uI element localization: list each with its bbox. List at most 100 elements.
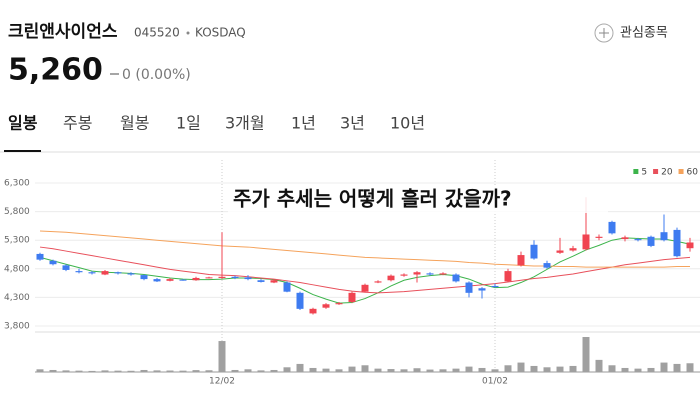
watch-icon [594, 23, 614, 43]
y-tick-label: 4,300 [4, 293, 30, 303]
candle-body [322, 304, 330, 308]
candle-body [309, 308, 317, 314]
volume-bar [140, 369, 148, 372]
candle-body [218, 276, 226, 278]
candle-body [452, 274, 460, 282]
ma-line [39, 237, 691, 304]
title-background [228, 185, 608, 213]
volume-bar [283, 367, 291, 372]
tab[interactable]: 3개월 [225, 114, 265, 133]
plus [599, 28, 609, 38]
candle-body [296, 292, 304, 309]
volume-bar [114, 370, 122, 372]
candle-body [426, 273, 434, 275]
candle-body [179, 279, 187, 281]
tab[interactable]: 일봉 [8, 114, 38, 133]
volume-bar [218, 341, 226, 372]
volume-bar [530, 365, 538, 372]
candle-body [491, 285, 499, 288]
volume-bar [517, 362, 525, 372]
candle-body [465, 282, 473, 293]
watch-button[interactable]: 관심종목 [594, 23, 668, 43]
legend-label: 5 [641, 168, 647, 178]
candle-body [608, 221, 616, 234]
ma-line [39, 230, 690, 268]
volume-bar [127, 370, 135, 372]
volume-bar [491, 369, 499, 372]
tab[interactable]: 1년 [291, 114, 316, 133]
volume-bar [478, 367, 486, 372]
tabs: 일봉 주봉 월봉 1일 3개월 1년 3년 10년 [8, 114, 425, 133]
candle-body [140, 275, 148, 280]
y-tick-label: 5,800 [4, 207, 30, 217]
candle-body [205, 277, 213, 279]
tab[interactable]: 10년 [390, 114, 425, 133]
candle-body [270, 280, 278, 283]
candle-body [361, 284, 369, 292]
volume-bar [231, 369, 239, 372]
legend-label: 60 [687, 168, 699, 178]
volume-bar [62, 370, 70, 372]
volume-bar [309, 367, 317, 372]
volume-bar [439, 369, 447, 372]
volume-bar [335, 369, 343, 372]
candle-body [634, 239, 642, 241]
tab[interactable]: 주봉 [63, 114, 92, 133]
price: 5,260 [8, 53, 103, 88]
volume-bar [413, 368, 421, 372]
candle-body [569, 248, 577, 251]
candle-body [387, 275, 395, 281]
separator [186, 31, 190, 35]
candle-body [231, 276, 239, 278]
candle-body [244, 277, 252, 280]
chart: 3,800 4,300 4,800 5,300 5,800 6,300 12/02 01/02… [4, 160, 700, 387]
volume-bar [374, 368, 382, 372]
volume-bar [595, 359, 603, 372]
candle-body [556, 250, 564, 253]
candle-body [504, 271, 512, 282]
x-tick-label: 12/02 [209, 377, 235, 387]
volume-bar [49, 369, 57, 372]
tab[interactable]: 월봉 [120, 114, 149, 133]
volume-bar [686, 363, 694, 372]
tab[interactable]: 3년 [340, 114, 365, 133]
volume-bar [387, 369, 395, 372]
volume-bar [621, 367, 629, 372]
x-tick-label: 01/02 [482, 377, 508, 387]
candle-body [673, 229, 681, 257]
legend-swatch [678, 169, 684, 174]
stock-name: 크린앤사이언스 [8, 22, 118, 42]
candle-body [88, 272, 96, 274]
candle-body [335, 303, 343, 305]
volume-bar [348, 366, 356, 372]
candle-body [660, 232, 668, 241]
candle-body [582, 234, 590, 250]
candle-body [621, 237, 629, 240]
volume-bar [504, 365, 512, 372]
candle-body [400, 274, 408, 276]
volume-bar [257, 370, 265, 372]
volume-bar [88, 370, 96, 372]
tab[interactable]: 1일 [176, 114, 201, 133]
y-tick-label: 4,800 [4, 264, 30, 274]
candle-body [114, 272, 122, 274]
legend-swatch [633, 169, 639, 174]
volume-bar [426, 369, 434, 372]
candle-body [166, 279, 174, 281]
candle-body [543, 263, 551, 268]
candle-body [413, 272, 421, 275]
volume-bar [75, 370, 83, 372]
candle-body [439, 273, 447, 275]
candle-body [647, 236, 655, 246]
candle-body [374, 281, 382, 283]
candle-body [101, 271, 109, 275]
volume-bar [101, 370, 109, 372]
chart-title: 주가 추세는 어떻게 흘러 갔을까? [233, 187, 512, 211]
candle-body [530, 244, 538, 259]
candle-body [348, 292, 356, 302]
candle-body [192, 277, 200, 281]
candle-body [517, 255, 525, 266]
candle-body [283, 282, 291, 292]
